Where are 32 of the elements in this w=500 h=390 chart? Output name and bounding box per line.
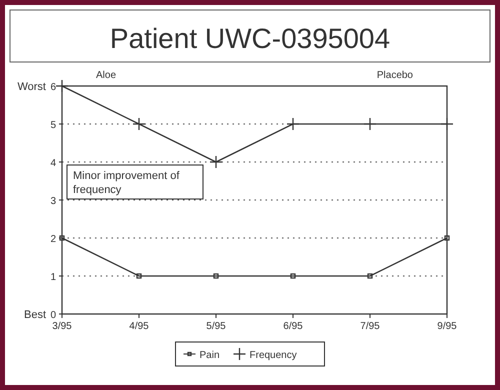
x-tick-label: 4/95 xyxy=(129,321,150,332)
y-tick-label: 5 xyxy=(50,120,56,131)
y-tick-label: 1 xyxy=(50,272,56,283)
point xyxy=(209,155,223,169)
point xyxy=(213,273,219,279)
y-tick-label: 0 xyxy=(50,310,56,321)
text: Best xyxy=(24,309,46,321)
point xyxy=(444,235,450,241)
x-tick-label: 5/95 xyxy=(206,321,226,332)
y-tick-label: 6 xyxy=(50,82,56,93)
chart-title: Patient UWC-0395004 xyxy=(110,23,390,54)
point xyxy=(136,273,142,279)
y-tick-label: 2 xyxy=(50,234,56,245)
legend-label: Pain xyxy=(200,350,220,361)
x-tick-label: 3/95 xyxy=(52,321,72,332)
legend-label: Frequency xyxy=(250,350,297,361)
x-tick-label: 7/95 xyxy=(360,321,380,332)
x-tick-label: 6/95 xyxy=(283,321,304,332)
y-tick-label: 3 xyxy=(50,196,56,207)
point xyxy=(290,273,296,279)
point xyxy=(367,273,373,279)
annotation: Minor improvement of frequency xyxy=(73,170,180,196)
text: Worst xyxy=(17,81,46,93)
point xyxy=(363,117,377,131)
point xyxy=(440,117,454,131)
point xyxy=(132,117,146,131)
y-tick-label: 4 xyxy=(50,158,56,169)
x-tick-label: 9/95 xyxy=(437,321,458,332)
point xyxy=(55,79,69,93)
point xyxy=(286,117,300,131)
text: Aloe xyxy=(96,70,116,81)
text: Placebo xyxy=(376,70,414,81)
